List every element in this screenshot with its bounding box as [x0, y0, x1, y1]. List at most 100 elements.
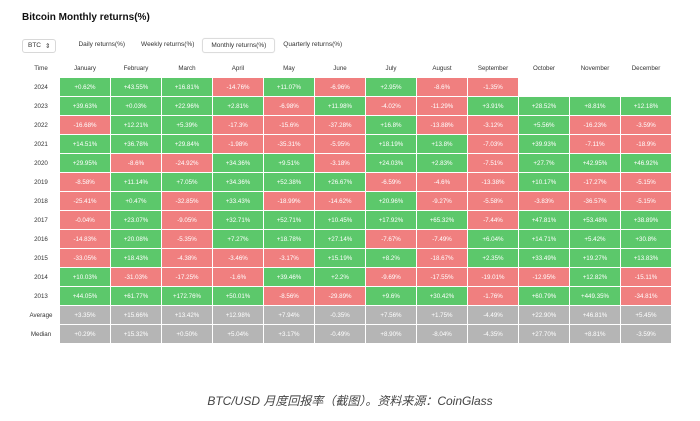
return-cell: -11.29%: [417, 97, 467, 115]
return-cell: +2.95%: [366, 78, 416, 96]
coin-select[interactable]: BTC ⇕: [22, 38, 57, 53]
table-row: 2017 -0.04% +23.07% -9.05% +32.71% +52.71% +10…: [23, 211, 671, 229]
tab-weekly[interactable]: Weekly returns(%): [141, 41, 195, 48]
return-cell: +5.56%: [519, 116, 569, 134]
return-cell: -17.3%: [213, 116, 263, 134]
return-cell: +47.81%: [519, 211, 569, 229]
return-cell: -24.92%: [162, 154, 212, 172]
return-cell: +46.81%: [570, 306, 620, 324]
return-cell: -8.6%: [417, 78, 467, 96]
return-cell: -4.49%: [468, 306, 518, 324]
return-cell: +43.55%: [111, 78, 161, 96]
column-header-time: Time: [34, 64, 48, 72]
return-cell: +27.70%: [519, 325, 569, 343]
return-cell: +34.36%: [213, 173, 263, 191]
return-cell: -19.01%: [468, 268, 518, 286]
return-cell: +22.90%: [519, 306, 569, 324]
return-cell: +3.17%: [264, 325, 314, 343]
return-cell: -6.98%: [264, 97, 314, 115]
return-cell: +2.81%: [213, 97, 263, 115]
table-row: Average +3.35% +15.66% +13.42% +12.98% +7.94%…: [23, 306, 671, 324]
row-label: 2022: [23, 116, 59, 134]
column-header-august: August: [432, 64, 452, 72]
row-label: 2016: [23, 230, 59, 248]
return-cell: +24.03%: [366, 154, 416, 172]
table-row: 2018 -25.41% +0.47% -32.85% +33.43% -18.99% -1…: [23, 192, 671, 210]
page-title: Bitcoin Monthly returns(%): [22, 12, 150, 23]
return-cell: -7.44%: [468, 211, 518, 229]
return-cell: -33.05%: [60, 249, 110, 267]
return-cell: -18.67%: [417, 249, 467, 267]
return-cell: +19.27%: [570, 249, 620, 267]
return-cell: +60.79%: [519, 287, 569, 305]
return-cell: +6.04%: [468, 230, 518, 248]
return-cell: -34.81%: [621, 287, 671, 305]
return-cell: +8.90%: [366, 325, 416, 343]
column-header-june: June: [333, 64, 347, 72]
return-cell: +30.8%: [621, 230, 671, 248]
return-cell: -3.59%: [621, 325, 671, 343]
return-cell: -31.03%: [111, 268, 161, 286]
return-cell: -4.02%: [366, 97, 416, 115]
return-cell: +5.04%: [213, 325, 263, 343]
return-cell: -5.15%: [621, 173, 671, 191]
return-cell: -37.28%: [315, 116, 365, 134]
return-cell: +11.98%: [315, 97, 365, 115]
table-row: 2022 -16.68% +12.21% +5.39% -17.3% -15.6% -37.…: [23, 116, 671, 134]
coin-select-value: BTC: [28, 42, 41, 49]
return-cell: -15.11%: [621, 268, 671, 286]
table-row: 2019 -8.58% +11.14% +7.05% +34.36% +52.38% +26…: [23, 173, 671, 191]
return-cell: -0.04%: [60, 211, 110, 229]
return-cell: -0.49%: [315, 325, 365, 343]
return-cell: +61.77%: [111, 287, 161, 305]
return-cell: -13.38%: [468, 173, 518, 191]
return-cell: +65.32%: [417, 211, 467, 229]
return-cell: -25.41%: [60, 192, 110, 210]
row-label: 2018: [23, 192, 59, 210]
return-cell: -5.95%: [315, 135, 365, 153]
row-label: Median: [23, 325, 59, 343]
return-cell: -14.76%: [213, 78, 263, 96]
return-cell: +17.92%: [366, 211, 416, 229]
tab-monthly[interactable]: Monthly returns(%): [202, 38, 276, 53]
return-cell: +172.76%: [162, 287, 212, 305]
return-cell: +18.43%: [111, 249, 161, 267]
return-cell: +12.21%: [111, 116, 161, 134]
row-label: 2019: [23, 173, 59, 191]
return-cell: +33.49%: [519, 249, 569, 267]
return-cell: +5.42%: [570, 230, 620, 248]
return-cell: -29.89%: [315, 287, 365, 305]
return-cell: -9.69%: [366, 268, 416, 286]
column-header-november: November: [580, 64, 610, 72]
return-cell: +0.03%: [111, 97, 161, 115]
column-header-april: April: [231, 64, 245, 72]
return-cell: +39.93%: [519, 135, 569, 153]
return-cell: -36.57%: [570, 192, 620, 210]
return-cell: -16.23%: [570, 116, 620, 134]
return-cell: +2.83%: [417, 154, 467, 172]
return-cell: +26.67%: [315, 173, 365, 191]
return-cell: [570, 78, 620, 96]
return-cell: -35.31%: [264, 135, 314, 153]
return-cell: -7.03%: [468, 135, 518, 153]
row-label: 2014: [23, 268, 59, 286]
table-row: 2020 +29.95% -8.6% -24.92% +34.36% +9.51% -3.1…: [23, 154, 671, 172]
return-cell: +8.81%: [570, 97, 620, 115]
return-cell: +0.47%: [111, 192, 161, 210]
return-cell: +16.8%: [366, 116, 416, 134]
return-cell: +16.81%: [162, 78, 212, 96]
toolbar: BTC ⇕ Daily returns(%) Weekly returns(%) M…: [22, 38, 350, 53]
return-cell: +44.05%: [60, 287, 110, 305]
column-header-september: September: [477, 64, 509, 72]
return-cell: +46.92%: [621, 154, 671, 172]
return-cell: +2.35%: [468, 249, 518, 267]
row-label: 2015: [23, 249, 59, 267]
return-cell: -8.04%: [417, 325, 467, 343]
return-cell: +0.62%: [60, 78, 110, 96]
tab-daily[interactable]: Daily returns(%): [78, 41, 126, 48]
return-cell: +20.96%: [366, 192, 416, 210]
return-cell: [519, 78, 569, 96]
tab-quarterly[interactable]: Quarterly returns(%): [283, 41, 343, 48]
return-cell: +14.71%: [519, 230, 569, 248]
return-cell: +0.50%: [162, 325, 212, 343]
